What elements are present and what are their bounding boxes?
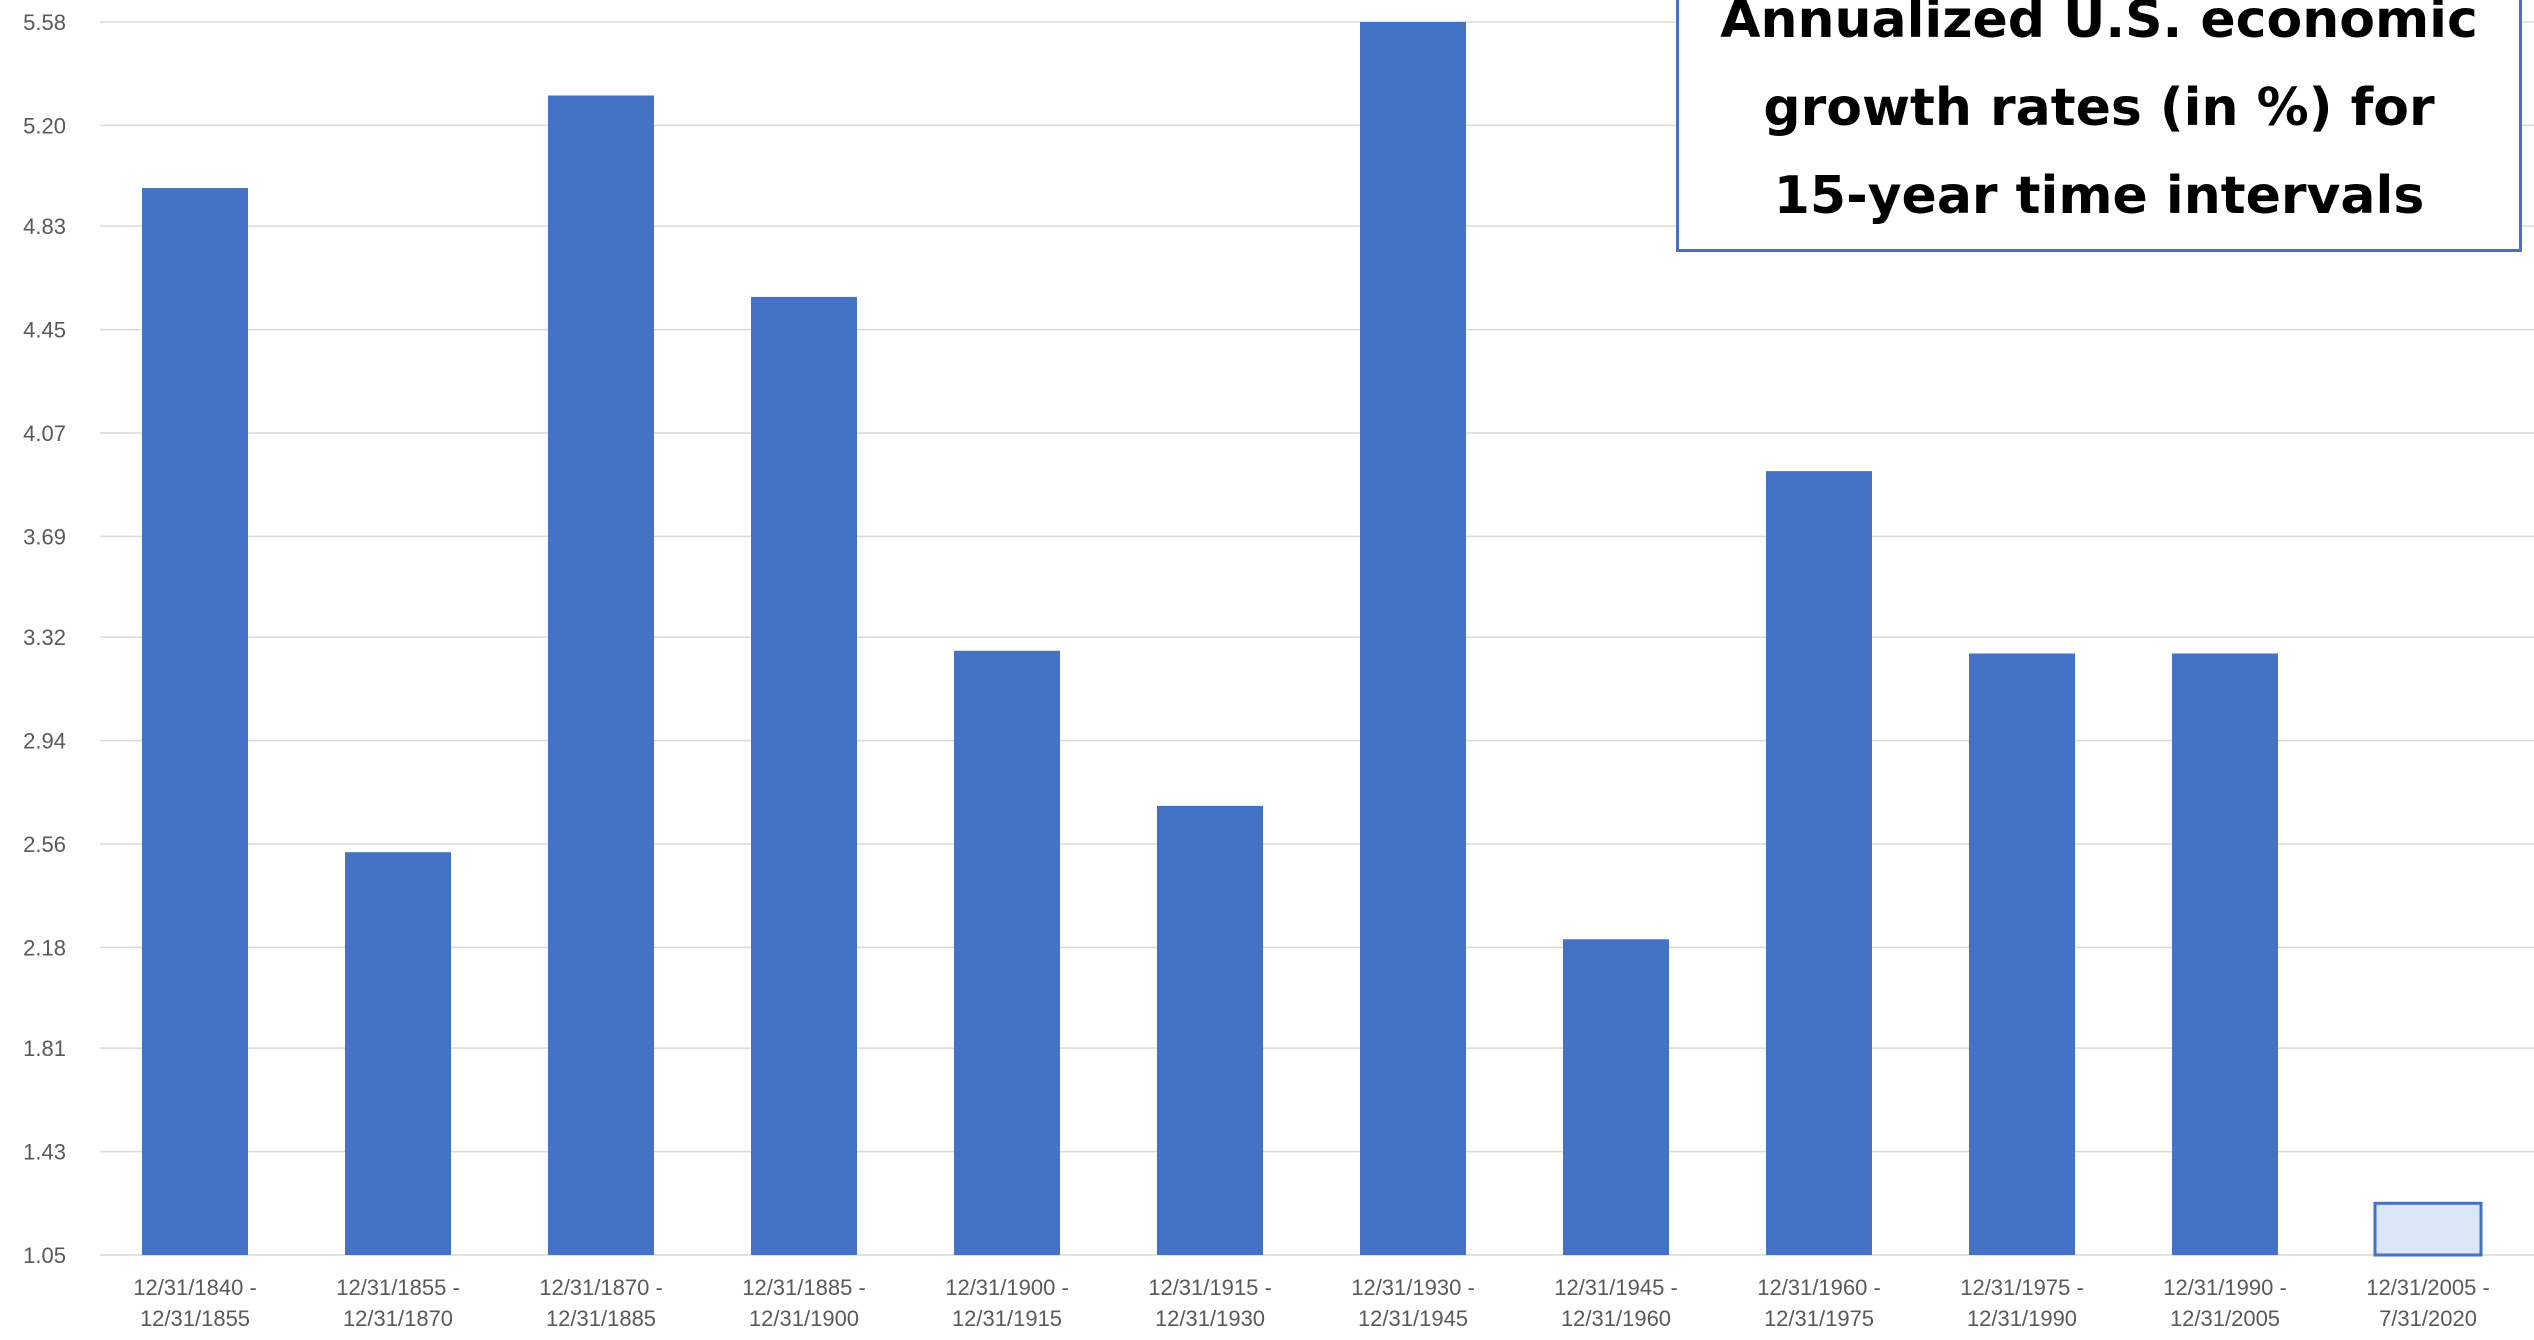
x-axis-category-labels: 12/31/1840 - 12/31/1855 12/31/1855 - 12/31/… bbox=[133, 1275, 2490, 1331]
y-tick-label: 3.69 bbox=[23, 524, 66, 549]
bar bbox=[2172, 653, 2278, 1255]
x-category-label: 12/31/1930 bbox=[1155, 1306, 1265, 1331]
x-category-label: 12/31/1960 - bbox=[1757, 1275, 1881, 1300]
y-axis-tick-labels: 1.05 1.43 1.81 2.18 2.56 2.94 3.32 3.69 4.07 4.45… bbox=[23, 10, 66, 1268]
y-tick-label: 3.32 bbox=[23, 625, 66, 650]
y-tick-label: 4.45 bbox=[23, 318, 66, 343]
bar bbox=[345, 852, 451, 1255]
x-category-label: 12/31/2005 - bbox=[2366, 1275, 2490, 1300]
chart-title: Annualized U.S. economic growth rates (i… bbox=[1720, 0, 2478, 226]
x-category-label: 12/31/1930 - bbox=[1351, 1275, 1475, 1300]
x-category-label: 12/31/1915 bbox=[952, 1306, 1062, 1331]
y-tick-label: 1.05 bbox=[23, 1243, 66, 1268]
y-tick-label: 2.56 bbox=[23, 832, 66, 857]
x-category-label: 12/31/1855 - bbox=[336, 1275, 460, 1300]
x-category-label: 12/31/1870 - bbox=[539, 1275, 663, 1300]
bars bbox=[142, 22, 2483, 1257]
bar bbox=[1766, 471, 1872, 1255]
x-category-label: 12/31/1975 bbox=[1764, 1306, 1874, 1331]
x-category-label: 12/31/1960 bbox=[1561, 1306, 1671, 1331]
bar bbox=[1563, 939, 1669, 1255]
bar bbox=[548, 95, 654, 1255]
y-tick-label: 4.07 bbox=[23, 421, 66, 446]
chart-title-box: Annualized U.S. economic growth rates (i… bbox=[1676, 0, 2522, 252]
y-tick-label: 5.20 bbox=[23, 113, 66, 138]
x-category-label: 12/31/1975 - bbox=[1960, 1275, 2084, 1300]
y-tick-label: 2.94 bbox=[23, 729, 66, 754]
y-tick-label: 1.43 bbox=[23, 1140, 66, 1165]
bar bbox=[1360, 22, 1466, 1255]
x-category-label: 12/31/1885 bbox=[546, 1306, 656, 1331]
x-category-label: 12/31/1840 - bbox=[133, 1275, 257, 1300]
y-tick-label: 1.81 bbox=[23, 1036, 66, 1061]
x-category-label: 12/31/2005 bbox=[2170, 1306, 2280, 1331]
bar bbox=[142, 188, 248, 1256]
bar bbox=[1157, 805, 1263, 1255]
x-category-label: 12/31/1945 - bbox=[1554, 1275, 1678, 1300]
x-category-label: 12/31/1990 - bbox=[2163, 1275, 2287, 1300]
x-category-label: 12/31/1885 - bbox=[742, 1275, 866, 1300]
x-category-label: 12/31/1945 bbox=[1358, 1306, 1468, 1331]
x-category-label: 12/31/1900 bbox=[749, 1306, 859, 1331]
x-category-label: 12/31/1915 - bbox=[1148, 1275, 1272, 1300]
y-tick-label: 4.83 bbox=[23, 214, 66, 239]
y-tick-label: 2.18 bbox=[23, 935, 66, 960]
bar bbox=[2373, 1201, 2483, 1257]
x-category-label: 12/31/1870 bbox=[343, 1306, 453, 1331]
x-category-label: 7/31/2020 bbox=[2379, 1306, 2477, 1331]
bar bbox=[751, 296, 857, 1255]
x-category-label: 12/31/1900 - bbox=[945, 1275, 1069, 1300]
bar bbox=[1969, 653, 2075, 1255]
bar bbox=[954, 650, 1060, 1255]
x-category-label: 12/31/1855 bbox=[140, 1306, 250, 1331]
x-category-label: 12/31/1990 bbox=[1967, 1306, 2077, 1331]
y-tick-label: 5.58 bbox=[23, 10, 66, 35]
